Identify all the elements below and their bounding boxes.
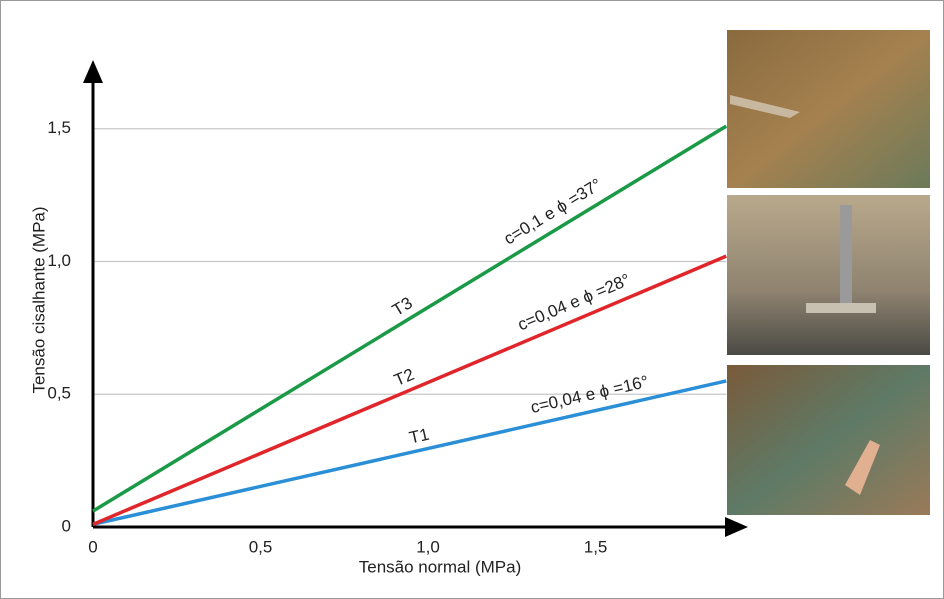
x-tick-label: 1,0 — [416, 537, 440, 556]
series-label: T2 — [391, 365, 417, 390]
y-tick-label: 1,0 — [47, 251, 71, 270]
photo-detail — [730, 95, 800, 118]
y-tick-label: 0,5 — [47, 384, 71, 403]
photo-detail — [845, 440, 880, 495]
x-axis-arrow — [725, 517, 748, 537]
line — [92, 379, 727, 527]
x-tick-label: 0 — [88, 537, 97, 556]
y-tick-label: 1,5 — [47, 118, 71, 137]
x-tick-label: 0,5 — [249, 537, 273, 556]
line — [92, 254, 727, 526]
series-label: T1 — [407, 425, 431, 448]
photo-detail — [806, 303, 876, 313]
y-axis-label: Tensão cisalhante (MPa) — [29, 206, 48, 393]
x-tick-label: 1,5 — [584, 537, 608, 556]
photo — [727, 365, 930, 515]
photo-detail — [840, 205, 852, 305]
photo — [727, 195, 930, 355]
y-tick-label: 0 — [62, 516, 71, 535]
annotation: c=0,1 e ϕ =37° — [500, 175, 605, 249]
photos — [727, 30, 930, 515]
line — [92, 124, 728, 513]
y-axis-arrow — [83, 60, 103, 83]
x-axis-label: Tensão normal (MPa) — [359, 557, 522, 576]
